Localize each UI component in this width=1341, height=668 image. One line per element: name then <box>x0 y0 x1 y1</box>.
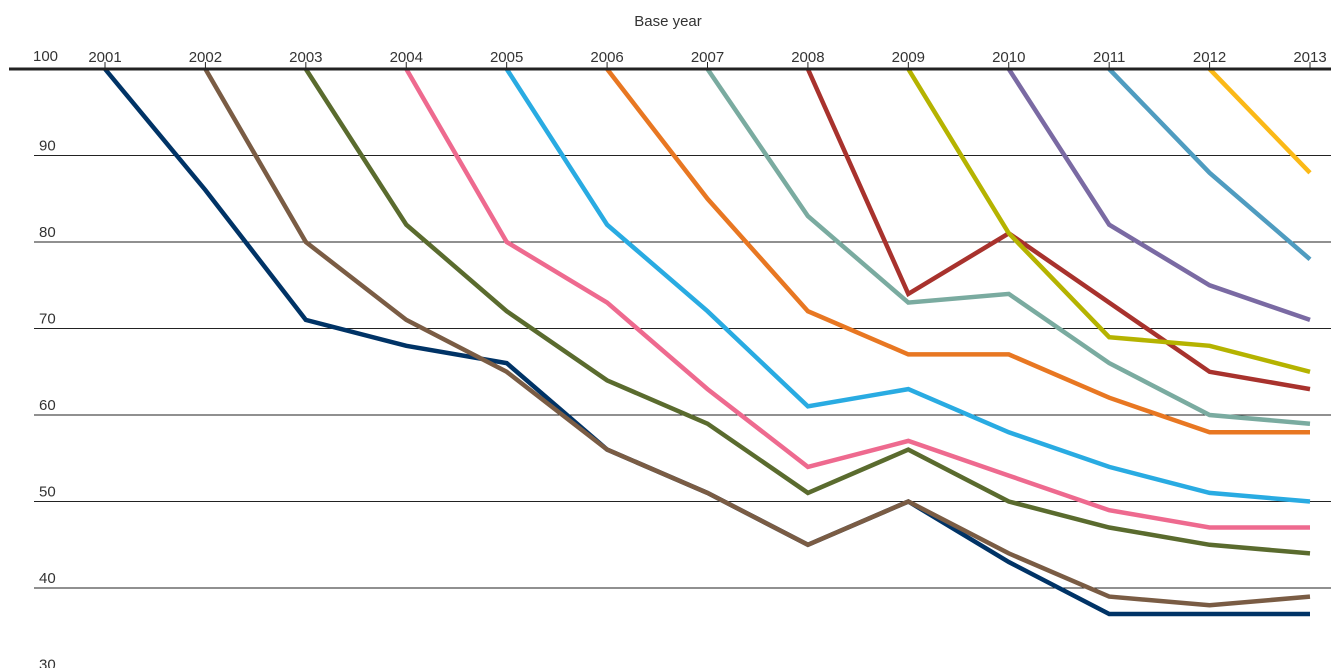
series-line-2008 <box>805 68 1311 392</box>
series-line-2011 <box>1107 67 1312 262</box>
y-tick-label: 80 <box>39 224 56 241</box>
series-line-2003 <box>303 67 1311 556</box>
series-line-2007 <box>705 67 1311 426</box>
x-tick-label: 2003 <box>289 49 322 66</box>
y-tick-labels: 100 90 80 70 60 50 40 30 <box>33 48 58 668</box>
x-tick-label: 2010 <box>992 49 1025 66</box>
x-tick-label: 2004 <box>390 49 423 66</box>
y-tick-label: 50 <box>39 484 56 501</box>
x-tick-label: 2012 <box>1193 49 1226 66</box>
x-tick-label: 2009 <box>892 49 925 66</box>
x-tick-label: 2002 <box>189 49 222 66</box>
series-line-2012 <box>1207 67 1312 175</box>
y-tick-label: 90 <box>39 138 56 155</box>
x-tick-label: 2006 <box>590 49 623 66</box>
series-lines <box>103 67 1312 617</box>
x-axis-title: Base year <box>634 13 702 30</box>
y-tick-label: 60 <box>39 397 56 414</box>
series-line-2006 <box>605 67 1310 435</box>
x-tick-label: 2008 <box>791 49 824 66</box>
x-tick-label: 2005 <box>490 49 523 66</box>
series-line-2004 <box>404 67 1310 530</box>
y-tick-label: 30 <box>39 657 56 668</box>
y-tick-label: 100 <box>33 48 58 65</box>
series-line-2009 <box>906 67 1311 374</box>
y-tick-label: 70 <box>39 311 56 328</box>
series-line-2002 <box>203 67 1311 608</box>
series-line-2005 <box>504 67 1311 504</box>
x-tick-label: 2013 <box>1293 49 1326 66</box>
x-tick-label: 2001 <box>88 49 121 66</box>
gridlines <box>34 155 1331 589</box>
x-axis <box>9 62 1331 71</box>
y-tick-label: 40 <box>39 570 56 587</box>
x-tick-label: 2011 <box>1093 49 1125 66</box>
x-tick-labels: 2001 2002 2003 2004 2005 2006 2007 2008 2009 2010… <box>88 49 1326 66</box>
series-line-2010 <box>1006 67 1311 323</box>
x-tick-label: 2007 <box>691 49 724 66</box>
